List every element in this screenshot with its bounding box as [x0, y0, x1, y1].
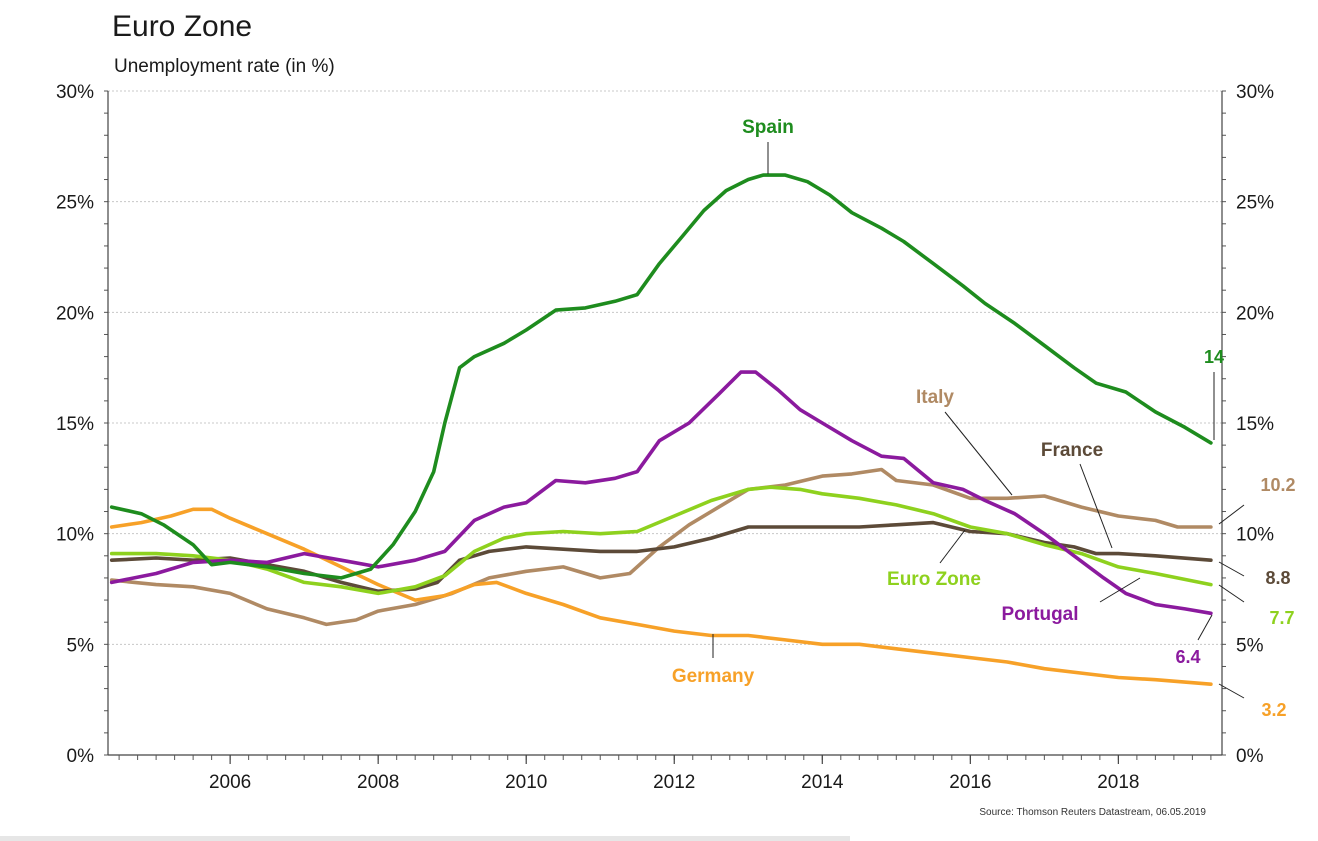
end-value-euro-zone: 7.7: [1269, 608, 1294, 628]
series-lines: [109, 173, 1213, 686]
chart-title: Euro Zone: [112, 10, 253, 43]
chart-source-note: Source: Thomson Reuters Datastream, 06.0…: [979, 807, 1206, 818]
leader-line-italy: [944, 411, 1013, 496]
x-tick-label: 2016: [949, 772, 991, 793]
series-label-euro-zone: Euro Zone: [887, 569, 981, 590]
leader-line-portugal: [1099, 577, 1141, 603]
series-label-italy: Italy: [916, 387, 954, 408]
series-label-france: France: [1041, 440, 1103, 461]
y-tick-label-left: 20%: [56, 303, 94, 324]
end-value-germany: 3.2: [1261, 700, 1286, 720]
y-tick-label-left: 0%: [67, 746, 95, 767]
leader-line-euro-zone: [939, 529, 966, 564]
y-tick-label-right: 5%: [1236, 635, 1264, 656]
y-tick-label-left: 15%: [56, 414, 94, 435]
y-tick-label-left: 5%: [67, 635, 95, 656]
end-value-spain: 14: [1204, 347, 1224, 367]
end-leader-euro-zone: [1218, 584, 1245, 603]
series-label-portugal: Portugal: [1001, 604, 1078, 625]
y-tick-label-right: 20%: [1236, 303, 1274, 324]
x-tick-label: 2010: [505, 772, 547, 793]
x-tick-label: 2018: [1097, 772, 1139, 793]
y-tick-label-left: 25%: [56, 193, 94, 214]
end-value-portugal: 6.4: [1175, 647, 1200, 667]
x-tick-label: 2008: [357, 772, 399, 793]
y-tick-label-right: 15%: [1236, 414, 1274, 435]
end-value-italy: 10.2: [1260, 475, 1295, 495]
end-leader-germany: [1218, 683, 1245, 699]
y-tick-label-right: 25%: [1236, 193, 1274, 214]
series-line-italy: [109, 467, 1213, 627]
end-leader-france: [1218, 561, 1245, 577]
y-tick-label-right: 30%: [1236, 82, 1274, 103]
x-tick-label: 2012: [653, 772, 695, 793]
series-label-germany: Germany: [672, 666, 755, 687]
gridlines: [108, 90, 1222, 645]
series-line-portugal: [109, 370, 1213, 616]
end-leader-italy: [1218, 504, 1245, 525]
chart-subtitle: Unemployment rate (in %): [114, 56, 335, 77]
y-tick-label-left: 30%: [56, 82, 94, 103]
series-line-spain: [109, 173, 1213, 580]
leader-line-france: [1079, 463, 1113, 549]
series-line-germany: [109, 507, 1213, 686]
y-tick-label-right: 0%: [1236, 746, 1264, 767]
series-line-euro-zone: [109, 485, 1213, 596]
y-tick-label-left: 10%: [56, 525, 94, 546]
bottom-divider: [0, 836, 850, 841]
axes: 0% 0% 5% 5% 10% 10% 15% 15% 20% 20% 25% 25% 30% 30% 20…: [56, 82, 1274, 793]
end-value-france: 8.8: [1265, 568, 1290, 588]
x-tick-label: 2014: [801, 772, 844, 793]
end-leader-portugal: [1197, 614, 1213, 641]
y-tick-label-right: 10%: [1236, 525, 1274, 546]
series-labels: Spain Italy France Euro Zone Portugal Germany…: [672, 117, 1296, 720]
x-tick-label: 2006: [209, 772, 251, 793]
series-label-spain: Spain: [742, 117, 794, 138]
